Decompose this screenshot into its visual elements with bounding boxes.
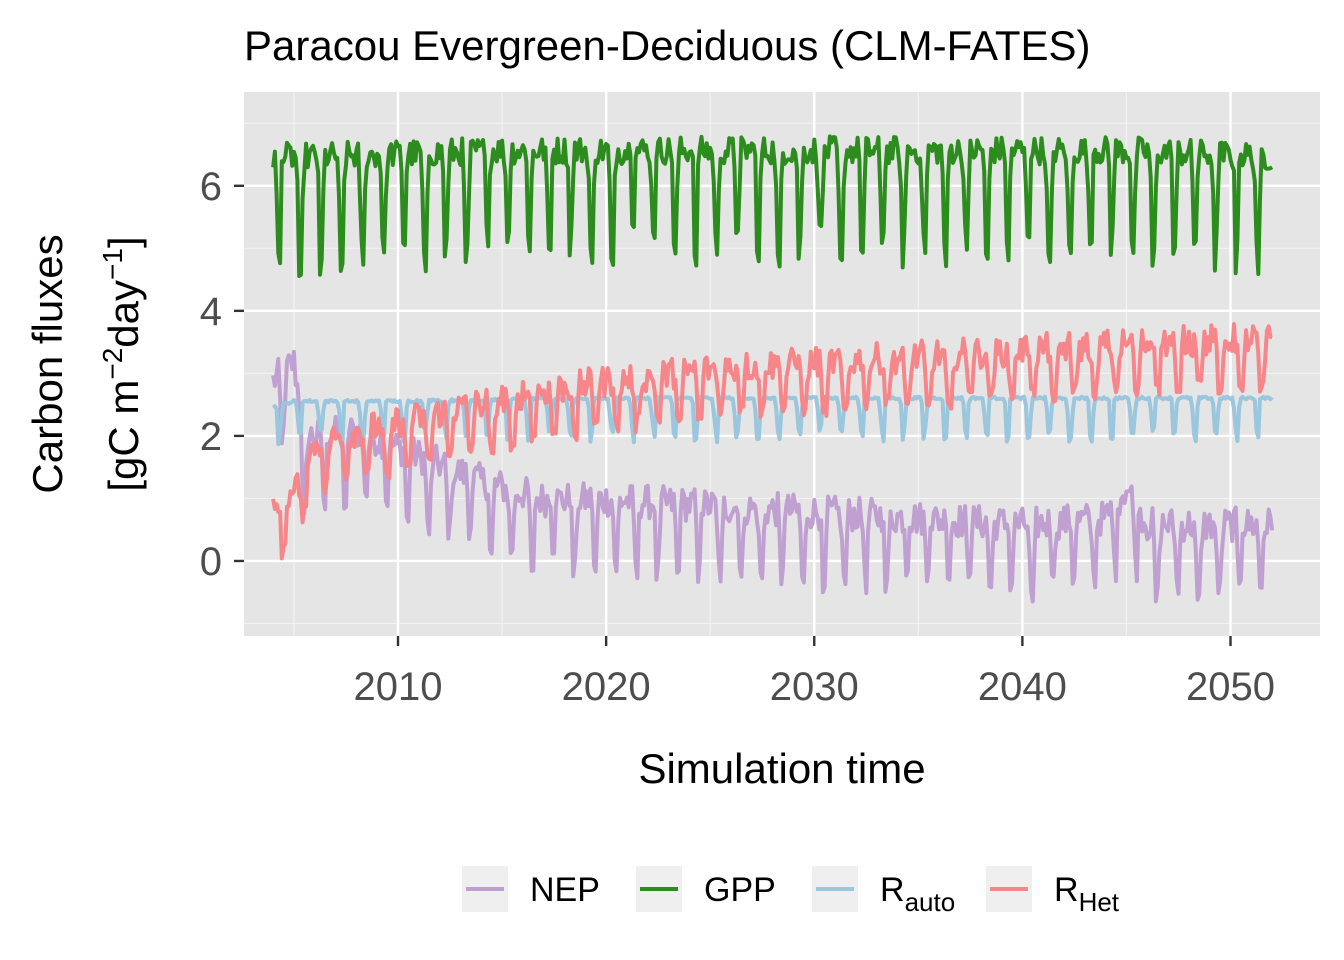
series-line-gpp	[271, 134, 1274, 278]
legend: NEP GPP Rauto RHet	[462, 866, 1120, 917]
legend-label: RHet	[1054, 871, 1120, 917]
legend-label: GPP	[704, 871, 776, 909]
y-axis-title-exp1: −2	[97, 348, 128, 380]
series-layer	[271, 134, 1275, 604]
y-tick-label: 4	[200, 290, 222, 334]
series-line-nep	[271, 349, 1275, 604]
x-tick-label: 2010	[354, 665, 443, 709]
legend-label-main: NEP	[530, 871, 600, 909]
y-axis-title-prefix: [gC m	[100, 380, 147, 492]
legend-label-sub: Het	[1079, 887, 1120, 917]
y-axis-title-exp2: −1	[97, 248, 128, 280]
y-axis-title-mid: day	[100, 280, 147, 348]
legend-label-main: R	[1054, 871, 1079, 909]
y-axis-title-suffix: ]	[100, 236, 147, 248]
legend-label-main: GPP	[704, 871, 776, 909]
y-axis-title-line1: Carbon fluxes	[24, 234, 71, 493]
y-axis: 0 2 4 6	[200, 165, 244, 584]
y-axis-title-line2: [gC m−2day−1]	[97, 236, 147, 491]
legend-label-main: R	[880, 871, 905, 909]
chart-title: Paracou Evergreen-Deciduous (CLM-FATES)	[244, 22, 1091, 69]
legend-label: Rauto	[880, 871, 955, 917]
x-axis-title: Simulation time	[638, 745, 925, 792]
legend-label-sub: auto	[905, 887, 956, 917]
y-axis-title: Carbon fluxes [gC m−2day−1]	[24, 234, 147, 493]
y-tick-label: 2	[200, 415, 222, 459]
x-tick-label: 2020	[562, 665, 651, 709]
series-line-r-auto	[271, 394, 1274, 447]
x-tick-label: 2030	[770, 665, 859, 709]
series-line-r-het	[271, 322, 1273, 561]
x-axis: 2010 2020 2030 2040 2050	[354, 636, 1275, 709]
x-tick-label: 2050	[1186, 665, 1275, 709]
legend-label: NEP	[530, 871, 600, 909]
x-tick-label: 2040	[978, 665, 1067, 709]
y-tick-label: 0	[200, 540, 222, 584]
y-tick-label: 6	[200, 165, 222, 209]
